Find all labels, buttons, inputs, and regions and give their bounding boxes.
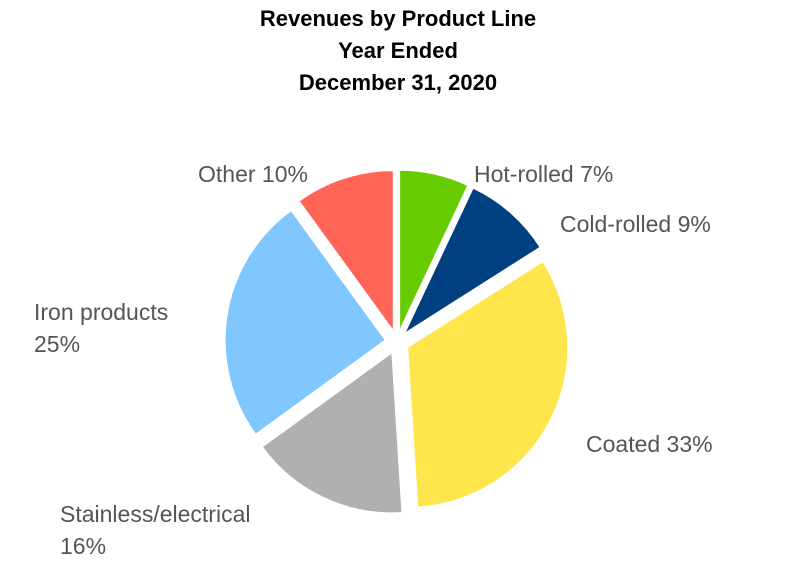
pie-slices — [224, 169, 569, 514]
pie-label-coated-line-1: Coated 33% — [586, 431, 713, 457]
pie-slice-coated — [407, 261, 569, 508]
pie-slice-iron-products — [224, 209, 386, 435]
pie-label-other-line-1: Other 10% — [198, 161, 308, 187]
pie-label-iron-products-line-2: 25% — [34, 331, 80, 357]
pie-label-iron-products-line-1: Iron products — [34, 299, 168, 325]
pie-labels: Hot-rolled 7% Cold-rolled 9% Coated 33% Sta… — [34, 161, 713, 559]
pie-slice-stainless-electrical — [261, 351, 403, 514]
chart-title-line-2: Year Ended — [338, 38, 458, 63]
pie-label-hot-rolled-line-1: Hot-rolled 7% — [474, 161, 613, 187]
chart-title-line-3: December 31, 2020 — [298, 70, 498, 95]
pie-label-stainless-electrical-line-1: Stainless/electrical — [60, 501, 250, 527]
pie-label-cold-rolled-line-1: Cold-rolled 9% — [560, 211, 711, 237]
pie-label-stainless-electrical-line-2: 16% — [60, 533, 106, 559]
pie-slice-cold-rolled — [403, 187, 541, 335]
pie-slice-other — [298, 170, 394, 333]
chart-title-line-1: Revenues by Product Line — [259, 6, 537, 31]
pie-slice-hot-rolled — [399, 169, 469, 331]
